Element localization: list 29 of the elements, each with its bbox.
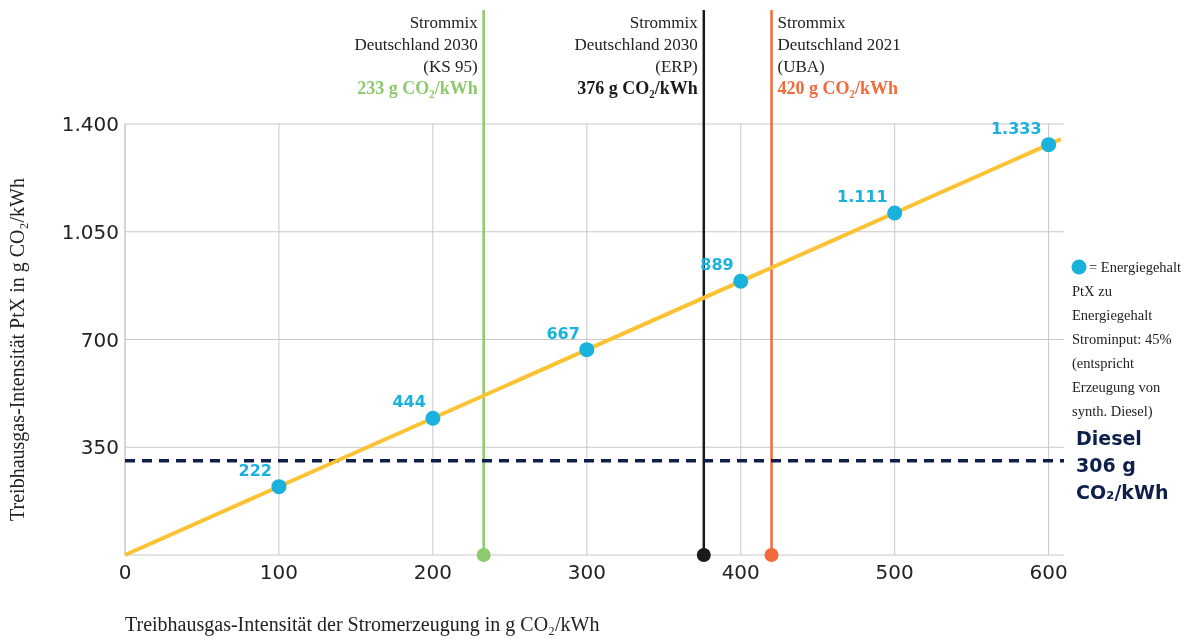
ref-line-label: Strommix Deutschland 2021 (UBA) 420 g CO₂/kWh: [777, 13, 901, 98]
x-axis-title: Treibhausgas-Intensität der Stromerzeugung in g CO₂/kWh: [125, 613, 600, 636]
ref-line-label: Strommix Deutschland 2030 (KS 95) 233 g CO₂/kWh: [354, 13, 479, 98]
legend-label: = Energiegehalt PtX zu Energiegehalt Strominput: 45% (entspricht Erzeugung von synth. Diesel): [1072, 259, 1182, 420]
x-tick-label: 0: [118, 560, 132, 584]
x-tick-label: 600: [1029, 560, 1068, 584]
x-tick-label: 400: [721, 560, 760, 584]
y-tick-label: 350: [80, 435, 119, 460]
data-label: 222: [238, 460, 272, 480]
point: [1041, 137, 1057, 153]
y-tick-label: 1.050: [61, 219, 119, 244]
x-tick-label: 200: [413, 560, 452, 584]
x-tick-label: 100: [259, 560, 299, 584]
data-label: 1.333: [991, 118, 1042, 138]
point: [425, 410, 441, 426]
point: [579, 342, 595, 358]
point: [733, 273, 749, 289]
data-label: 444: [392, 392, 426, 412]
ref-line-label: Strommix Deutschland 2030 (ERP) 376 g CO₂/kWh: [574, 13, 699, 98]
point: [887, 205, 903, 221]
data-label: 1.111: [837, 186, 888, 206]
y-tick-label: 700: [80, 327, 119, 352]
y-axis-title: Treibhausgas-Intensität PtX in g CO₂/kWh: [6, 178, 29, 521]
ref-line-label: Diesel 306 g CO₂/kWh: [1076, 427, 1169, 503]
x-tick-label: 500: [875, 560, 914, 584]
point: [271, 479, 287, 495]
x-tick-label: 300: [567, 560, 606, 584]
data-label: 667: [546, 323, 580, 343]
y-tick-label: 1.400: [61, 112, 119, 136]
